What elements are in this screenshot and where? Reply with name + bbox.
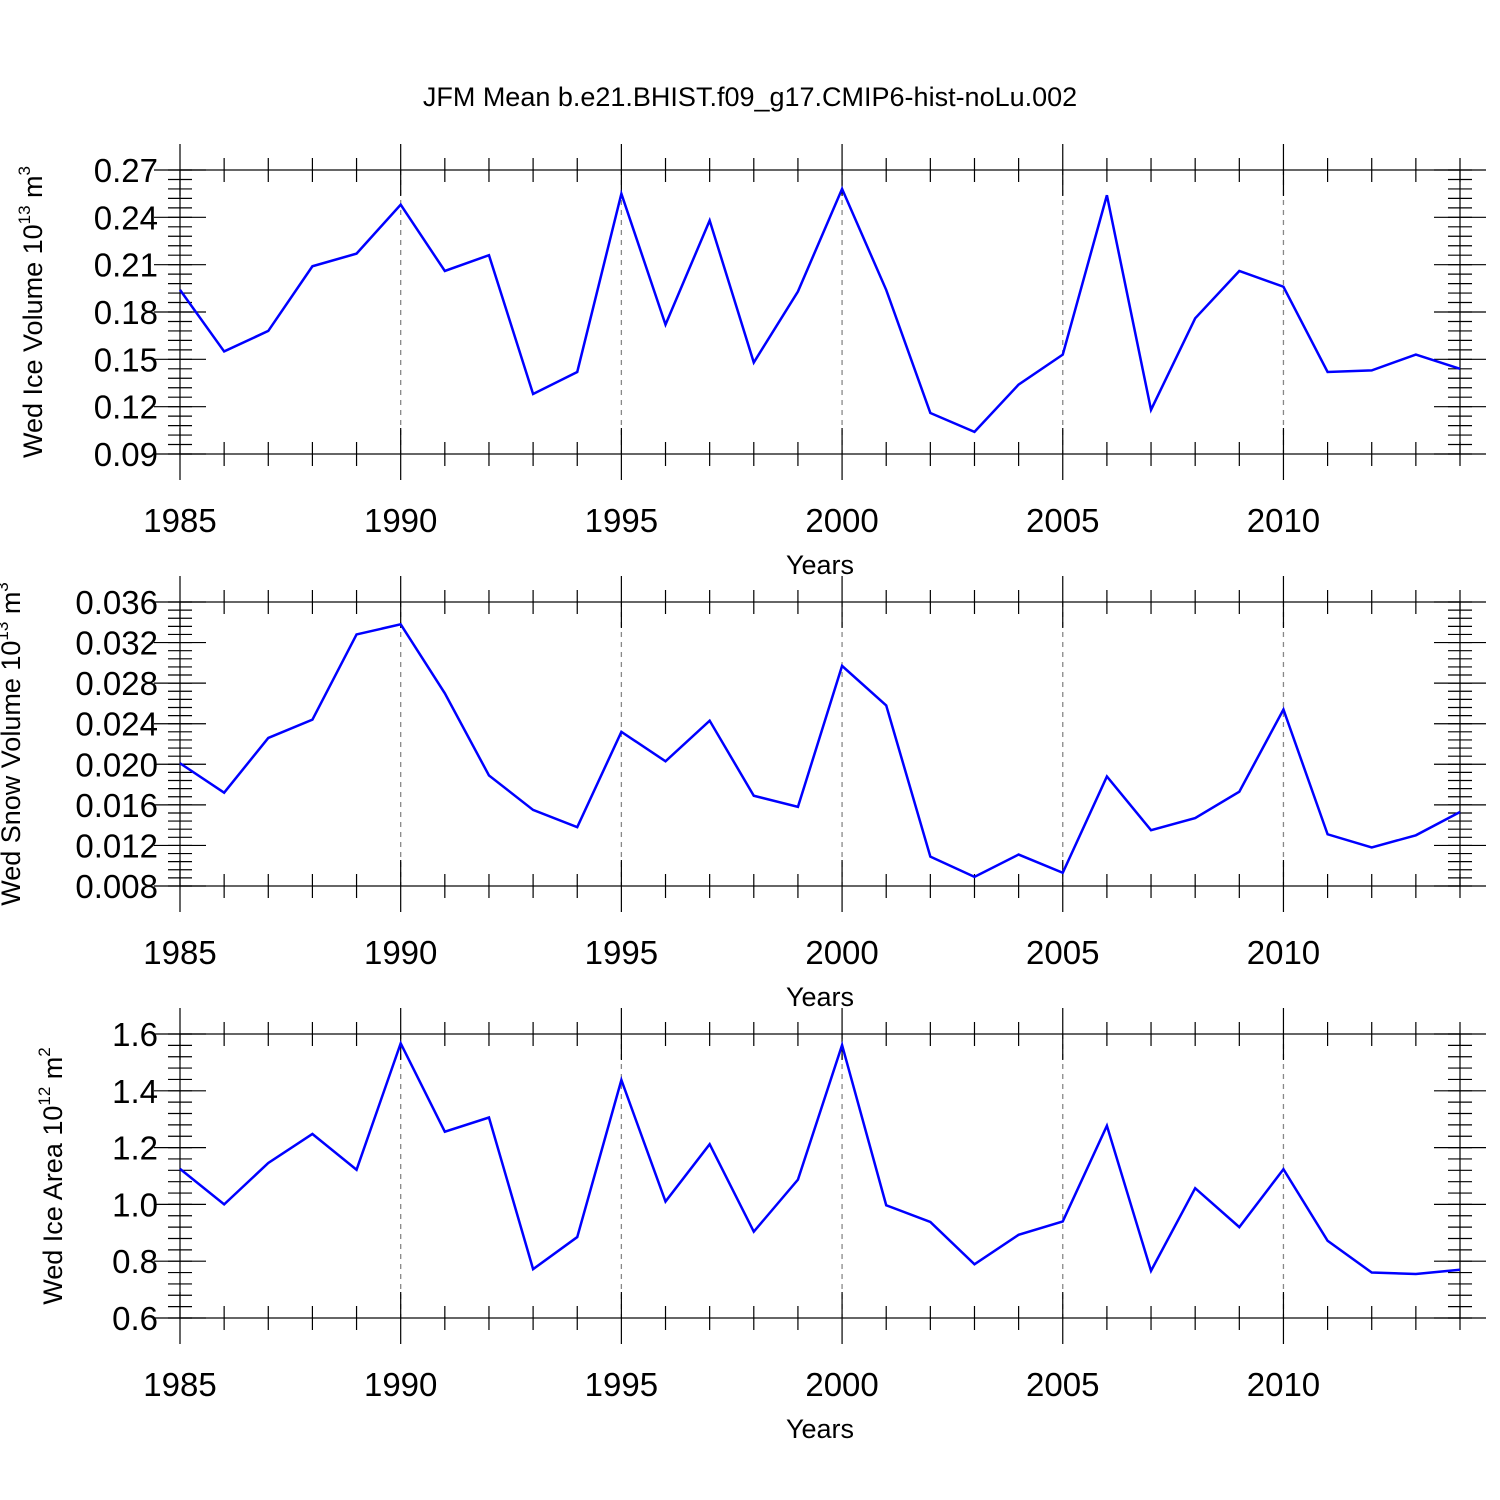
plot-frame: [179, 601, 1461, 887]
y-tick-label: 0.008: [75, 868, 158, 905]
x-tick-label: 2000: [805, 934, 878, 971]
plot-frame: [179, 1033, 1461, 1319]
series-line: [179, 622, 1461, 879]
y-tick-label: 0.028: [75, 665, 158, 702]
x-tick-label: 2010: [1247, 1366, 1320, 1403]
x-tick-label: 2010: [1247, 934, 1320, 971]
x-tick-label: 2005: [1026, 934, 1099, 971]
plot-frame: [179, 169, 1461, 455]
y-tick-label: 0.09: [94, 436, 158, 473]
series-line: [179, 1040, 1461, 1276]
y-tick-label: 1.0: [112, 1186, 158, 1223]
y-axis-label: Wed Ice Volume 1013 m3: [15, 166, 48, 458]
y-tick-label: 0.15: [94, 341, 158, 378]
y-axis-label: Wed Snow Volume 1013 m3: [0, 582, 26, 906]
x-tick-label: 2000: [805, 502, 878, 539]
y-tick-label: 0.036: [75, 584, 158, 621]
x-axis-label: Years: [786, 982, 854, 1012]
y-tick-label: 0.24: [94, 199, 158, 236]
y-tick-label: 0.016: [75, 787, 158, 824]
x-tick-label: 1985: [143, 934, 216, 971]
x-tick-label: 2005: [1026, 502, 1099, 539]
x-tick-label: 2010: [1247, 502, 1320, 539]
y-tick-label: 0.8: [112, 1243, 158, 1280]
x-tick-label: 1990: [364, 502, 437, 539]
y-tick-label: 0.21: [94, 247, 158, 284]
y-tick-label: 0.27: [94, 152, 158, 189]
figure-title: JFM Mean b.e21.BHIST.f09_g17.CMIP6-hist-…: [423, 82, 1077, 112]
panel-1: 0.09 0.12 0.15 0.18 0.21 0.24 0.27 1985 1990 1995…: [15, 144, 1486, 580]
x-tick-label: 2005: [1026, 1366, 1099, 1403]
x-tick-label: 1990: [364, 1366, 437, 1403]
x-tick-label: 1985: [143, 502, 216, 539]
x-tick-label: 2000: [805, 1366, 878, 1403]
y-tick-label: 0.12: [94, 389, 158, 426]
y-tick-label: 0.6: [112, 1300, 158, 1337]
y-tick-label: 1.6: [112, 1016, 158, 1053]
y-tick-label: 0.18: [94, 294, 158, 331]
x-tick-label: 1985: [143, 1366, 216, 1403]
series-line: [178, 185, 1461, 434]
x-tick-label: 1995: [585, 1366, 658, 1403]
y-tick-label: 0.020: [75, 746, 158, 783]
y-tick-label: 0.032: [75, 625, 158, 662]
x-axis-label: Years: [786, 550, 854, 580]
y-tick-label: 1.2: [112, 1130, 158, 1167]
y-tick-label: 0.024: [75, 706, 158, 743]
x-tick-label: 1995: [585, 934, 658, 971]
x-tick-label: 1995: [585, 502, 658, 539]
panel-3: 0.6 0.8 1.0 1.2 1.4 1.6 1985 1990 1995 2000 2005 20…: [35, 1008, 1486, 1444]
x-tick-label: 1990: [364, 934, 437, 971]
y-tick-label: 0.012: [75, 827, 158, 864]
y-axis-label: Wed Ice Area 1012 m2: [35, 1047, 68, 1305]
y-tick-label: 1.4: [112, 1073, 158, 1110]
x-axis-label: Years: [786, 1414, 854, 1444]
